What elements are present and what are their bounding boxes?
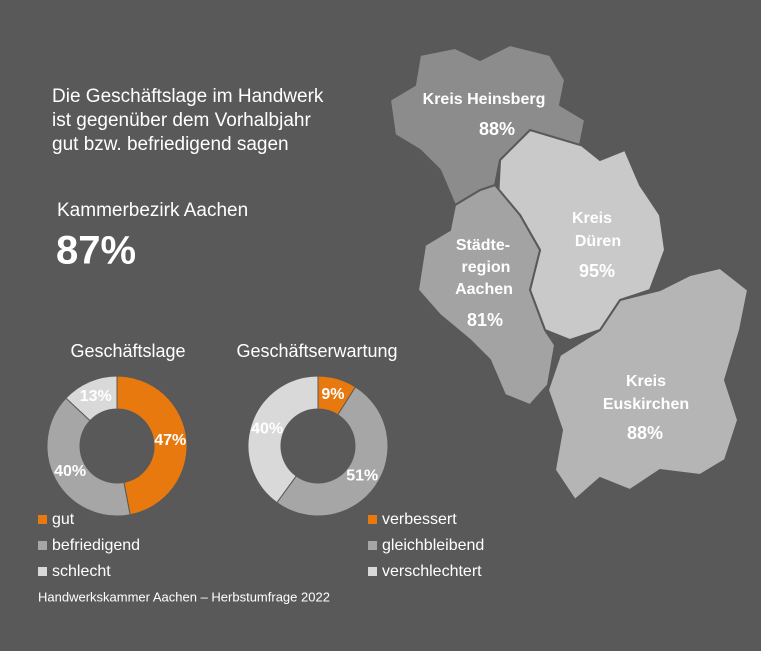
region-aachen [416,183,557,407]
region-value: 81% [467,310,503,330]
legend-label: verbessert [382,511,457,528]
legend-label: befriedigend [52,537,140,554]
region-value: 88% [627,423,663,443]
data-label: 13% [80,388,112,405]
data-label: 40% [251,421,283,438]
donut-segment [247,375,319,504]
region-name: Düren [575,233,621,250]
data-label: 51% [346,467,378,484]
headline: gut bzw. befriedigend sagen [52,134,289,155]
donut-segment [116,375,188,516]
region-name: Kreis [626,373,666,390]
region-name: Euskirchen [603,396,689,413]
donut-segment [276,386,389,517]
legend-label: gleichbleibend [382,537,484,554]
legend-label: schlecht [52,563,111,580]
data-label: 47% [154,432,186,449]
legend-label: verschlechtert [382,563,482,580]
region-name: Städte- [456,237,510,254]
legend-swatch [368,515,377,524]
map: Kreis Heinsberg 88% Kreis Düren 95% Städ… [388,43,750,502]
kammerbezirk-label: Kammerbezirk Aachen [57,200,248,221]
legend-swatch [38,515,47,524]
legend-swatch [38,541,47,550]
region-name: region [462,259,511,276]
region-euskirchen [546,266,750,502]
legend-swatch [38,567,47,576]
source: Handwerkskammer Aachen – Herbstumfrage 2… [38,589,330,604]
headline: ist gegenüber dem Vorhalbjahr [52,110,311,131]
legend-swatch [368,541,377,550]
region-value: 95% [579,261,615,281]
region-heinsberg [388,43,587,207]
legend-swatch [368,567,377,576]
chart-title: Geschäftslage [70,341,185,361]
region-value: 88% [479,119,515,139]
region-name: Aachen [455,281,513,298]
donut-segment [46,397,131,517]
region-name: Kreis Heinsberg [423,91,546,108]
headline: Die Geschäftslage im Handwerk [52,86,324,107]
data-label: 9% [321,386,344,403]
data-label: 40% [54,463,86,480]
donut-segment [65,375,118,422]
kammerbezirk-value: 87% [56,229,136,273]
legend-label: gut [52,511,75,528]
region-name: Kreis [572,210,612,227]
chart-title: Geschäftserwartung [236,341,397,361]
